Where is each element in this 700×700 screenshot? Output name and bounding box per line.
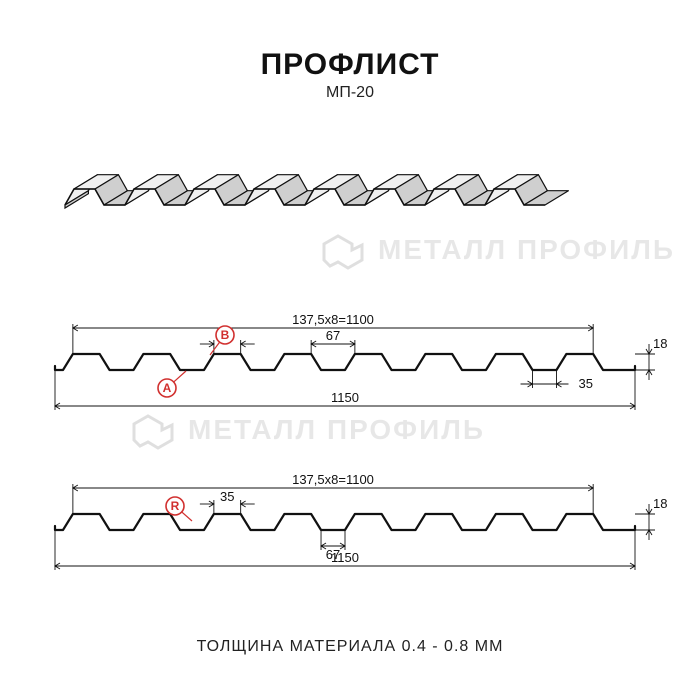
svg-text:137,5х8=1100: 137,5х8=1100 xyxy=(292,312,374,327)
svg-text:1150: 1150 xyxy=(331,390,359,405)
svg-text:A: A xyxy=(163,381,172,395)
svg-text:67: 67 xyxy=(326,328,340,343)
svg-text:B: B xyxy=(221,328,230,342)
cross-section-bottom: 137,5х8=11003567115018R xyxy=(0,450,700,620)
svg-text:R: R xyxy=(171,499,180,513)
diagram-page: ПРОФЛИСТ МП-20 МЕТАЛЛ ПРОФИЛЬ МЕТАЛЛ ПРО… xyxy=(0,0,700,700)
svg-text:137,5х8=1100: 137,5х8=1100 xyxy=(292,472,374,487)
footer-thickness: ТОЛЩИНА МАТЕРИАЛА 0.4 - 0.8 ММ xyxy=(0,638,700,656)
isometric-view xyxy=(0,0,700,260)
cross-section-top: 137,5х8=1100356711501835AB xyxy=(0,290,700,460)
svg-text:1150: 1150 xyxy=(331,550,359,565)
svg-text:35: 35 xyxy=(220,489,234,504)
svg-text:35: 35 xyxy=(579,376,593,391)
svg-text:18: 18 xyxy=(653,336,667,351)
svg-text:18: 18 xyxy=(653,496,667,511)
